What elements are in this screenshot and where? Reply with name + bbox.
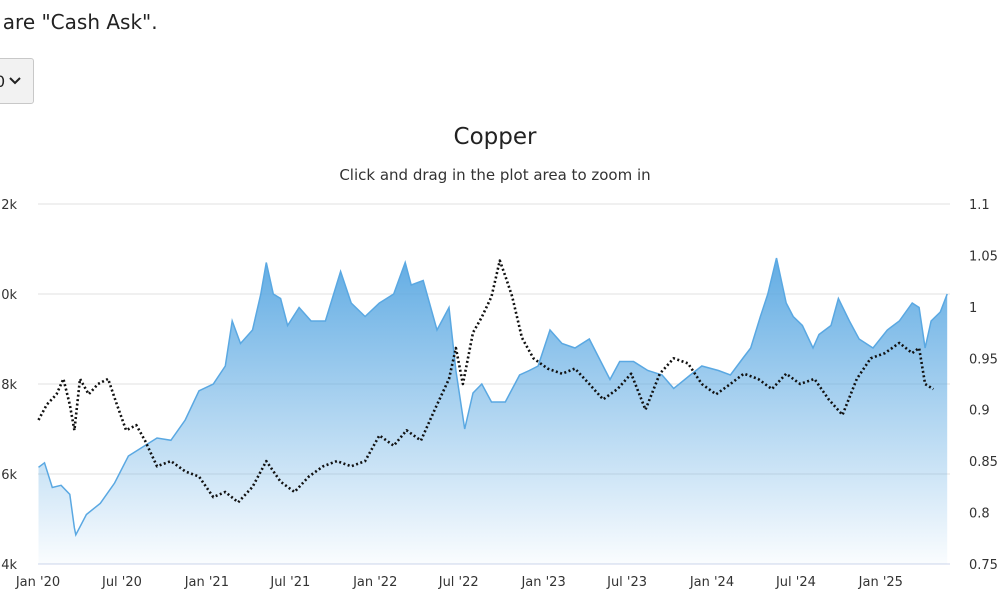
chart-title: Copper <box>453 124 537 150</box>
chart-subtitle: Click and drag in the plot area to zoom … <box>339 166 651 184</box>
copper-price-line <box>38 257 948 538</box>
pricing-note: s are "Cash Ask". <box>0 10 158 34</box>
x-tick-label: Jan '20 <box>15 575 60 590</box>
y-left-tick-label: 4k <box>1 558 17 573</box>
x-tick-label: Jan '23 <box>520 575 565 590</box>
y-left-tick-label: 10k <box>0 288 17 303</box>
x-tick-label: Jul '24 <box>775 575 816 590</box>
x-tick-label: Jan '25 <box>858 575 903 590</box>
chevron-down-icon <box>9 77 21 85</box>
x-tick-label: Jul '21 <box>269 575 310 590</box>
y-left-tick-label: 8k <box>1 378 17 393</box>
x-tick-label: Jul '20 <box>101 575 142 590</box>
period-select-value: 0 <box>0 72 5 91</box>
y-right-tick-label: 0.9 <box>969 404 990 419</box>
y-right-tick-label: 0.85 <box>969 455 998 470</box>
copper-price-area <box>38 258 948 564</box>
y-right-tick-label: 1.05 <box>969 249 998 264</box>
x-tick-label: Jan '22 <box>352 575 397 590</box>
axis-labels: 4k 6k 8k 10k 12k 0.75 0.8 0.85 0.9 0.95 1 1.05 1.1 Ja… <box>0 198 998 590</box>
x-tick-label: Jul '22 <box>438 575 479 590</box>
y-right-tick-label: 1.1 <box>969 198 990 213</box>
y-right-tick-label: 0.75 <box>969 558 998 573</box>
y-left-tick-label: 12k <box>0 198 17 213</box>
y-right-tick-label: 0.8 <box>969 507 990 522</box>
y-left-tick-label: 6k <box>1 468 17 483</box>
y-right-tick-label: 1 <box>969 301 977 316</box>
x-tick-label: Jul '23 <box>606 575 647 590</box>
y-right-tick-label: 0.95 <box>969 352 998 367</box>
ratio-dotted-line <box>37 259 935 504</box>
x-tick-label: Jan '24 <box>689 575 734 590</box>
period-select[interactable]: 0 <box>0 58 34 104</box>
series-layer <box>37 257 948 564</box>
x-tick-label: Jan '21 <box>184 575 229 590</box>
